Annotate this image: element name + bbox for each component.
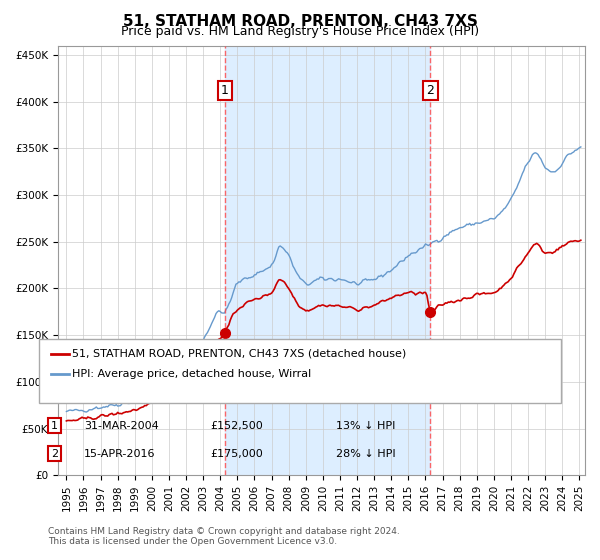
- Text: Price paid vs. HM Land Registry's House Price Index (HPI): Price paid vs. HM Land Registry's House …: [121, 25, 479, 38]
- Bar: [224, 46, 430, 475]
- Text: 2: 2: [51, 449, 58, 459]
- Text: HPI: Average price, detached house, Wirral: HPI: Average price, detached house, Wirr…: [72, 368, 311, 379]
- Text: £152,500: £152,500: [210, 421, 263, 431]
- Text: £175,000: £175,000: [210, 449, 263, 459]
- Text: 1: 1: [51, 421, 58, 431]
- Text: 15-APR-2016: 15-APR-2016: [84, 449, 155, 459]
- Text: 2: 2: [427, 85, 434, 97]
- Text: 28% ↓ HPI: 28% ↓ HPI: [336, 449, 395, 459]
- Text: 51, STATHAM ROAD, PRENTON, CH43 7XS (detached house): 51, STATHAM ROAD, PRENTON, CH43 7XS (det…: [72, 349, 406, 359]
- Text: 31-MAR-2004: 31-MAR-2004: [84, 421, 159, 431]
- Text: 1: 1: [221, 85, 229, 97]
- Text: 51, STATHAM ROAD, PRENTON, CH43 7XS: 51, STATHAM ROAD, PRENTON, CH43 7XS: [122, 14, 478, 29]
- Text: Contains HM Land Registry data © Crown copyright and database right 2024.
This d: Contains HM Land Registry data © Crown c…: [48, 526, 400, 546]
- Text: 13% ↓ HPI: 13% ↓ HPI: [336, 421, 395, 431]
